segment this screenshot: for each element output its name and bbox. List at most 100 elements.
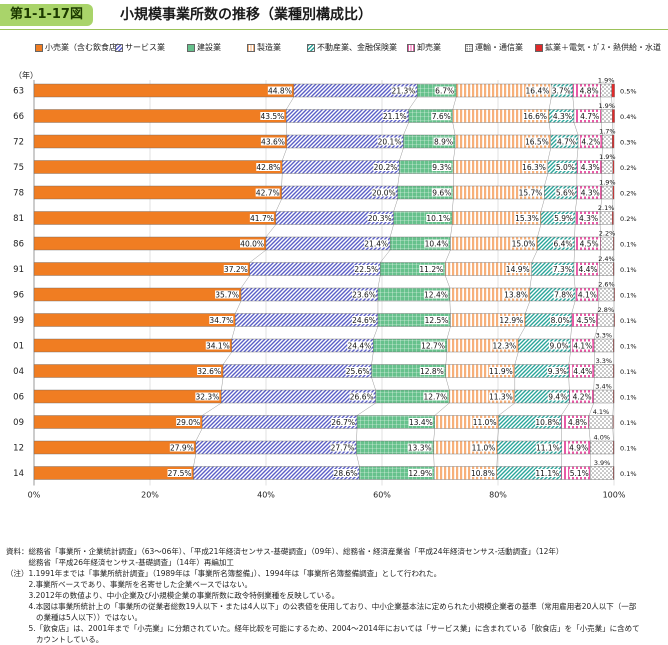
legend-item: 卸売業 — [407, 42, 441, 53]
data-label: 0.3% — [620, 139, 637, 147]
data-label-background — [351, 290, 376, 299]
data-label: 3.3% — [596, 357, 613, 365]
x-tick-label: 80% — [489, 491, 507, 500]
bar-segment — [613, 466, 615, 480]
data-label: 4.4% — [578, 265, 597, 274]
connector-line — [568, 351, 571, 365]
connector-line — [613, 275, 615, 289]
connector-line — [265, 224, 277, 238]
connector-line — [356, 402, 376, 416]
connector-line — [445, 377, 450, 391]
legend-swatch — [187, 43, 195, 52]
data-label-background — [579, 112, 600, 120]
data-label: 9.6% — [432, 189, 451, 198]
data-label: 44.8% — [268, 87, 292, 96]
connector-line — [222, 351, 232, 365]
note-line: 資料：総務省「事業所・企業統計調査」（63〜06年）、「平成21年経済センサス-… — [6, 547, 564, 556]
chart-labels: 0% 20% 40% 60% 80% 100%63 44.8% 21.3% 6.7% 16.4% 3… — [13, 77, 636, 500]
data-label: 1.9% — [599, 179, 616, 187]
source-notes: 資料：総務省「事業所・企業統計調査」（63〜06年）、「平成21年経済センサス-… — [6, 546, 666, 645]
data-label-background — [345, 367, 370, 375]
note-line: 4.本図は事業所統計上の「事業所の従業者総数19人以下・または4人以下」の公表値… — [6, 602, 637, 611]
legend-label: 不動産業、金融保険業 — [317, 43, 397, 52]
data-label: 2.2% — [599, 230, 616, 238]
data-label: 21.4% — [364, 240, 388, 249]
data-label-background — [518, 188, 543, 197]
note-line: 2.事業所ベースであり、事業所を名寄せした企業ベースではない。 — [6, 580, 253, 589]
bar-segment — [33, 338, 232, 353]
connector-line — [397, 173, 400, 187]
data-label: 5.1% — [570, 469, 589, 478]
data-label-background — [547, 367, 567, 375]
data-label: 14.9% — [506, 265, 530, 274]
y-category-label: 99 — [13, 316, 24, 326]
data-label: 0.1% — [620, 292, 637, 300]
connector-line — [600, 96, 602, 110]
data-label-background — [195, 392, 220, 401]
data-label: 4.0% — [594, 434, 611, 442]
data-label-background — [579, 86, 599, 95]
connector-line — [356, 453, 360, 467]
data-label-background — [535, 418, 560, 426]
data-label-background — [524, 137, 549, 146]
connector-line — [599, 249, 601, 263]
bar-segment — [590, 440, 614, 455]
data-label: 7.3% — [553, 265, 572, 274]
data-label: 29.0% — [176, 418, 200, 427]
data-label-background — [197, 367, 222, 375]
note-line: の業種は5人以下））ではない。 — [6, 613, 143, 622]
connector-line — [529, 275, 532, 289]
bar-segment — [590, 466, 614, 480]
data-label: 8.9% — [434, 138, 453, 147]
data-label: 34.7% — [209, 316, 233, 325]
data-label: 15.7% — [519, 189, 543, 198]
y-category-label: 12 — [13, 444, 24, 454]
bar-segment — [613, 313, 615, 327]
data-label-background — [367, 214, 392, 222]
data-label: 25.6% — [346, 367, 370, 376]
data-label-background — [577, 265, 598, 273]
bar-segment — [33, 134, 288, 149]
legend-swatch — [35, 43, 43, 52]
data-label: 0.5% — [620, 88, 637, 96]
data-label: 20.3% — [368, 214, 392, 223]
data-label: 11.2% — [419, 265, 443, 274]
data-label: 0.2% — [620, 164, 637, 172]
data-label-background — [523, 112, 548, 120]
data-label: 3.7% — [552, 87, 571, 96]
legend-swatch — [247, 43, 255, 52]
connector-line — [433, 453, 435, 467]
data-label: 9.3% — [432, 163, 451, 172]
connector-line — [612, 147, 614, 161]
data-label-background — [514, 214, 539, 222]
connector-line — [560, 453, 563, 467]
x-tick-label: 60% — [373, 491, 391, 500]
connector-line — [282, 147, 288, 161]
y-category-label: 75 — [13, 163, 24, 173]
data-label: 28.6% — [334, 469, 358, 478]
x-tick-label: 40% — [257, 491, 275, 500]
legend-swatch — [465, 43, 473, 52]
data-label: 4.3% — [581, 163, 600, 172]
bar-segment — [593, 389, 614, 404]
x-tick-label: 100% — [603, 491, 626, 500]
connector-line — [612, 198, 614, 212]
connector-line — [598, 275, 600, 289]
data-label: 9.3% — [548, 367, 567, 376]
data-label-background — [578, 214, 599, 222]
connector-line — [612, 428, 614, 442]
connector-line — [444, 275, 451, 289]
connector-line — [444, 249, 451, 263]
bar-segment — [594, 338, 614, 353]
data-label-background — [553, 290, 574, 299]
data-label: 0.1% — [620, 394, 637, 402]
data-label: 1.9% — [598, 102, 615, 110]
connector-line — [518, 326, 526, 340]
data-label: 41.7% — [250, 214, 274, 223]
data-label: 42.8% — [256, 163, 280, 172]
data-label: 2.1% — [598, 204, 615, 212]
connector-line — [231, 326, 236, 340]
data-label: 1.9% — [599, 153, 616, 161]
connector-line — [531, 249, 538, 263]
data-label: 34.1% — [206, 342, 230, 351]
